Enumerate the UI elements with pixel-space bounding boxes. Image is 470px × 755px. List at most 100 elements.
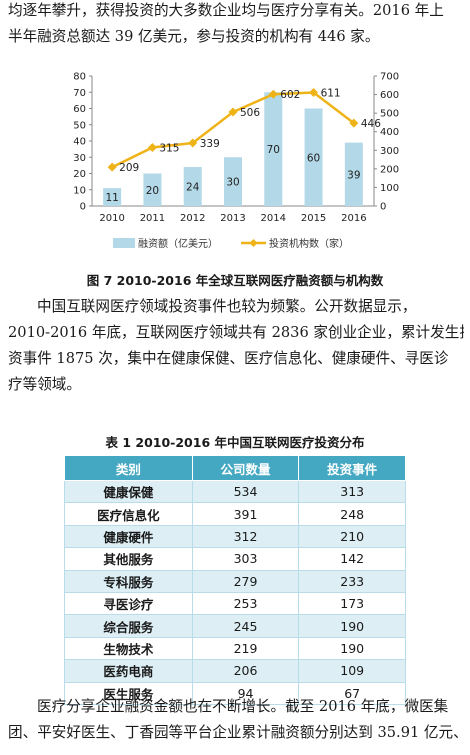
y-right-tick-label: 100 [380,183,399,194]
legend-line-label: 投资机构数（家） [269,237,349,250]
bar-value-label: 70 [267,144,280,156]
paragraph-line: 团、平安好医生、丁香园等平台企业累计融资额分别达到 35.91 亿元、 [8,724,464,741]
bar-value-label: 11 [105,192,118,204]
legend-bar-label: 融资额（亿美元） [138,237,218,250]
category-cell: 其他服务 [64,547,193,571]
bar [103,188,122,206]
table-row: 生物技术 219 190 [64,636,406,661]
company-count-cell: 206 [191,659,300,683]
category-cell: 健康保健 [64,479,193,504]
legend-line-marker [249,239,258,247]
bar [264,92,283,206]
y-left-tick-label: 80 [73,72,86,83]
category-cell: 生物技术 [64,636,193,661]
y-right-tick-label: 0 [380,202,386,213]
bar [344,142,363,206]
table-row: 综合服务 245 190 [64,614,406,638]
paragraph-intro: 均逐年攀升，获得投资的大多数企业均与医疗分享有关。2016 年上 半年融资总额达… [8,0,464,50]
paragraph-investment: 中国互联网医疗领域投资事件也较为频繁。公开数据显示， 2010-2016 年底，… [8,294,464,398]
y-left-tick-label: 0 [80,202,86,213]
y-left-tick-label: 20 [73,169,86,180]
company-count-cell: 219 [191,636,300,661]
investment-events-cell: 248 [298,502,406,526]
y-right-tick-label: 400 [380,127,399,138]
investment-events-cell: 173 [298,591,406,616]
y-left-tick-label: 10 [73,185,86,196]
investment-events-cell: 190 [298,614,406,638]
y-left-tick-label: 70 [73,88,86,99]
company-count-cell: 534 [191,479,300,504]
bar-value-label: 24 [186,182,200,194]
bar [304,108,323,206]
investment-events-cell: 142 [298,547,406,571]
investment-events-cell: 233 [298,569,406,593]
y-right-tick-label: 600 [380,90,399,101]
line-value-label: 339 [200,138,220,150]
x-tick-label: 2012 [180,213,205,224]
line-point [188,138,198,148]
company-count-cell: 279 [191,569,300,593]
investment-table: 类别 公司数量 投资事件 健康保健 534 313 医疗信息化 391 248 健康硬件 31… [64,455,406,705]
table-row: 医药电商 206 109 [64,659,406,683]
category-cell: 医生服务 [64,681,193,705]
investment-events-cell: 67 [298,681,406,705]
bar [143,173,162,206]
header-investment-events: 投资事件 [298,455,406,481]
category-cell: 专科服务 [64,569,193,593]
x-tick-label: 2010 [99,213,124,224]
company-count-cell: 253 [191,591,300,616]
x-tick-label: 2016 [341,213,366,224]
category-cell: 综合服务 [64,614,193,638]
line-value-label: 506 [240,107,260,119]
y-left-tick-label: 30 [73,153,86,164]
paragraph-line: 中国互联网医疗领域投资事件也较为频繁。公开数据显示， [37,298,417,315]
paragraph-funding: 医疗分享企业融资金额也在不断增长。截至 2016 年底，微医集 团、平安好医生、… [8,694,464,746]
category-cell: 医药电商 [64,659,193,683]
investment-events-cell: 190 [298,636,406,661]
table-row: 医疗信息化 391 248 [64,502,406,526]
line-point [107,162,117,172]
y-right-tick-label: 300 [380,146,399,157]
paragraph-line: 2010-2016 年底，互联网医疗领域共有 2836 家创业企业，累计发生投 [8,324,464,341]
line-point [228,107,238,117]
table-row: 专科服务 279 233 [64,569,406,593]
line-point [147,143,157,152]
bar-value-label: 39 [347,169,360,181]
y-right-tick-label: 700 [380,72,399,83]
paragraph-line: 疗等领域。 [8,376,81,393]
category-cell: 医疗信息化 [64,502,193,526]
funding-chart: 0 10 20 30 40 50 60 70 80 0 100 200 300 400 500 600 700 1… [73,72,399,251]
table-caption: 表 1 2010-2016 年中国互联网医疗投资分布 [105,435,365,450]
paragraph-line: 均逐年攀升，获得投资的大多数企业均与医疗分享有关。2016 年上 [8,2,444,19]
line-value-label: 611 [321,88,341,100]
x-tick-label: 2015 [301,213,326,224]
bar-value-label: 30 [226,177,239,189]
y-right-tick-label: 200 [380,164,399,175]
figure-caption: 图 7 2010-2016 年全球互联网医疗融资额与机构数 [86,273,384,288]
bar [224,157,242,206]
company-count-cell: 391 [191,502,300,526]
investment-events-cell: 109 [298,659,406,683]
bar [183,167,202,206]
table-row: 健康保健 534 313 [64,479,406,504]
y-left-tick-label: 50 [73,120,86,131]
category-cell: 寻医诊疗 [64,591,193,616]
x-tick-label: 2014 [261,213,286,224]
company-count-cell: 303 [191,547,300,571]
header-company-count: 公司数量 [191,455,300,481]
company-count-cell: 245 [191,614,300,638]
paragraph-line: 资事件 1875 次，集中在健康保健、医疗信息化、健康硬件、寻医诊 [8,350,449,367]
investment-events-cell: 210 [298,524,406,549]
bar-value-label: 60 [307,152,320,164]
y-right-tick-label: 500 [380,109,399,120]
header-category: 类别 [64,455,193,481]
company-count-cell: 94 [191,681,300,705]
table-row: 健康硬件 312 210 [64,524,406,549]
line-point [309,88,319,98]
table-header-row: 类别 公司数量 投资事件 [64,455,406,481]
paragraph-line: 半年融资总额达 39 亿美元，参与投资的机构有 446 家。 [8,28,380,45]
line-value-label: 602 [280,89,300,101]
y-left-tick-label: 40 [73,137,86,148]
x-tick-label: 2011 [140,213,165,224]
table-row: 医生服务 94 67 [64,681,406,705]
